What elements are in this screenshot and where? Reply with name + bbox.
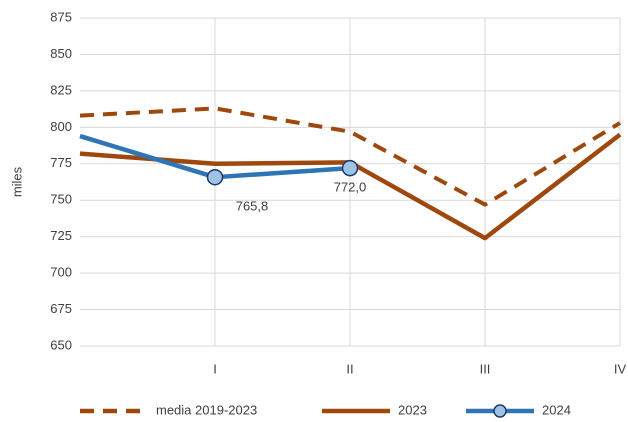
x-tick-label: IV — [614, 361, 627, 376]
value-label: 765,8 — [236, 199, 269, 214]
point-marker — [206, 168, 224, 186]
x-tick-label: III — [480, 361, 491, 376]
y-tick-label: 675 — [50, 301, 72, 316]
y-tick-label: 775 — [50, 155, 72, 170]
y-tick-label: 800 — [50, 119, 72, 134]
legend-label: 2023 — [398, 402, 427, 417]
legend-marker — [493, 404, 507, 418]
x-tick-label: II — [346, 361, 353, 376]
y-axis-label: miles — [9, 166, 24, 197]
y-tick-label: 725 — [50, 228, 72, 243]
y-tick-label: 750 — [50, 192, 72, 207]
value-label: 772,0 — [334, 180, 367, 195]
legend-label: media 2019-2023 — [156, 402, 257, 417]
x-tick-label: I — [213, 361, 217, 376]
legend-label: 2024 — [542, 402, 571, 417]
y-tick-label: 650 — [50, 337, 72, 352]
point-marker — [341, 159, 359, 177]
y-tick-label: 825 — [50, 82, 72, 97]
y-tick-label: 850 — [50, 46, 72, 61]
y-tick-label: 700 — [50, 265, 72, 280]
y-tick-label: 875 — [50, 9, 72, 24]
